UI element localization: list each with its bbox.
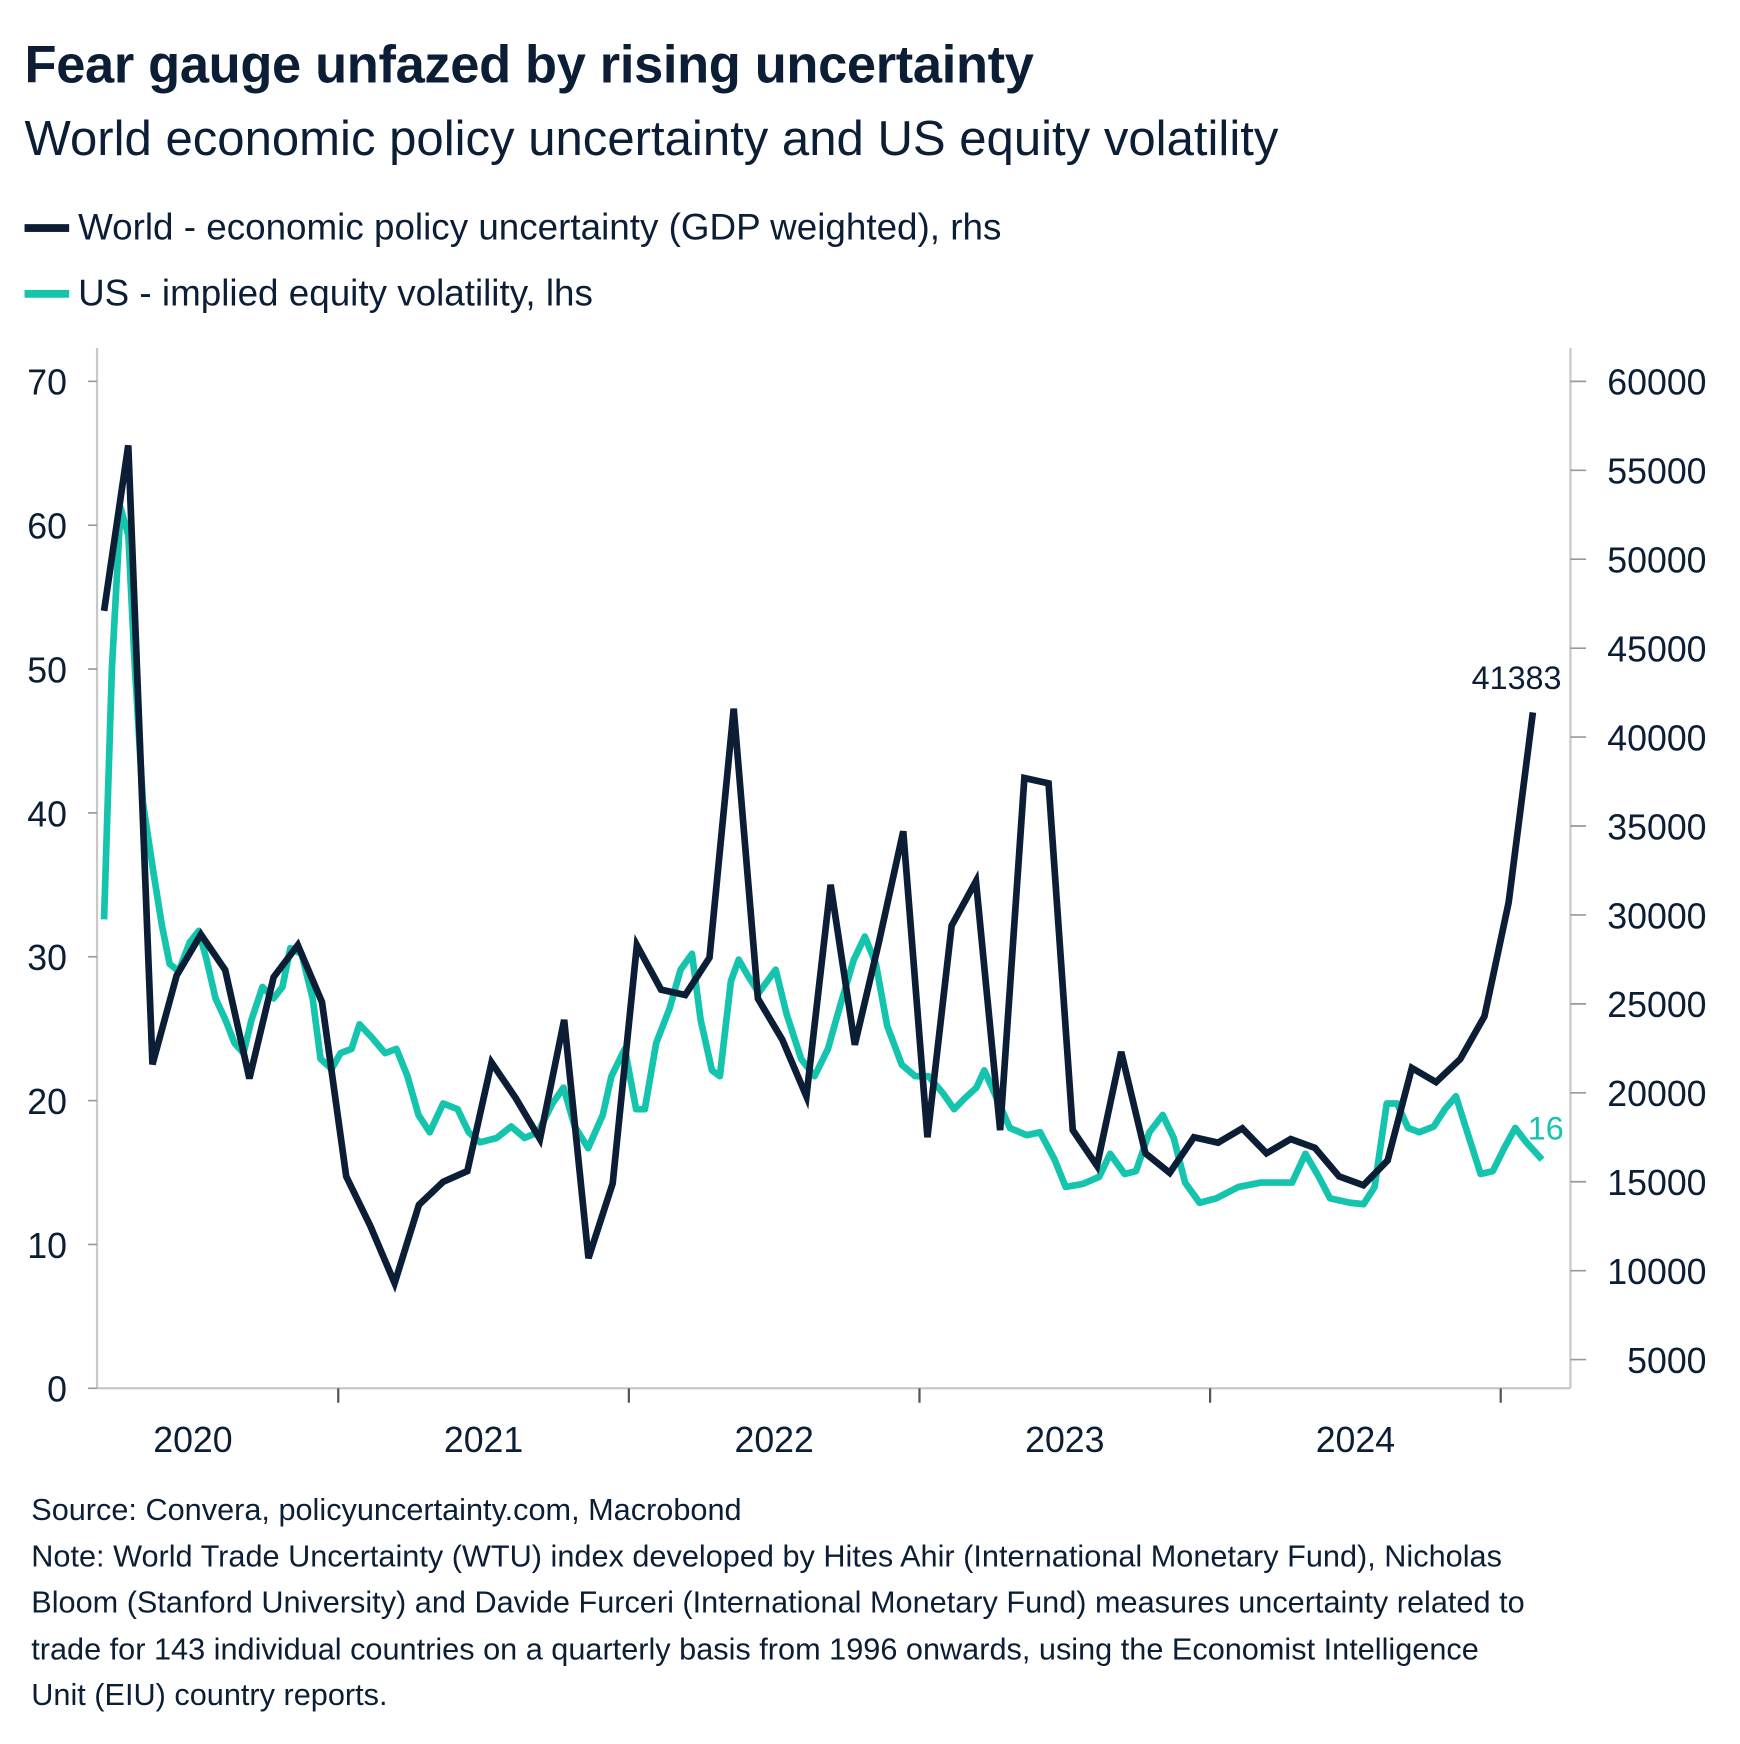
right-tick-label: 35000 — [1607, 807, 1706, 847]
chart-plot: 0 10 20 30 40 50 60 70 5000 10000 15000 20000 25000 3… — [27, 347, 1707, 1460]
right-tick-label: 15000 — [1607, 1163, 1706, 1203]
source-text: Source: Convera, policyuncertainty.com, … — [31, 1492, 742, 1527]
right-tick-label: 50000 — [1607, 541, 1706, 581]
right-tick-label: 10000 — [1607, 1252, 1706, 1292]
note-line: Bloom (Stanford University) and Davide F… — [31, 1584, 1525, 1620]
legend-item-world: World - economic policy uncertainty (GDP… — [24, 206, 1002, 248]
x-tick-label: 2024 — [1316, 1420, 1395, 1460]
x-tick-label: 2022 — [734, 1420, 813, 1460]
right-tick-label: 40000 — [1607, 718, 1706, 758]
last-value-label-world: 41383 — [1472, 660, 1562, 696]
right-tick-label: 60000 — [1607, 363, 1706, 403]
legend-label-world: World - economic policy uncertainty (GDP… — [78, 206, 1002, 248]
right-tick-label: 25000 — [1607, 985, 1706, 1025]
left-tick-label: 10 — [27, 1226, 67, 1266]
last-value-label-us: 16 — [1528, 1111, 1564, 1147]
legend-label-us: US - implied equity volatility, lhs — [78, 272, 593, 314]
note-line: trade for 143 individual countries on a … — [31, 1630, 1479, 1666]
legend-swatch-world — [24, 223, 70, 232]
right-tick-label: 5000 — [1627, 1341, 1706, 1381]
left-tick-label: 60 — [27, 507, 67, 547]
legend-swatch-us — [24, 289, 70, 298]
left-tick-label: 0 — [47, 1370, 67, 1410]
chart-footer: Source: Convera, policyuncertainty.com, … — [31, 1486, 1726, 1717]
right-tick-label: 45000 — [1607, 630, 1706, 670]
left-tick-label: 70 — [27, 363, 67, 403]
right-tick-label: 30000 — [1607, 896, 1706, 936]
world-epu-line — [100, 444, 1537, 1293]
chart-title: Fear gauge unfazed by rising uncertainty — [24, 34, 1034, 94]
chart-subtitle: World economic policy uncertainty and US… — [24, 111, 1279, 167]
x-tick-label: 2023 — [1025, 1420, 1104, 1460]
x-tick-label: 2021 — [444, 1420, 523, 1460]
x-tick-label: 2020 — [153, 1420, 232, 1460]
note-line: Unit (EIU) country reports. — [31, 1677, 388, 1712]
right-tick-label: 20000 — [1607, 1074, 1706, 1114]
right-tick-label: 55000 — [1607, 452, 1706, 492]
left-tick-label: 50 — [27, 650, 67, 690]
left-tick-label: 20 — [27, 1082, 67, 1122]
legend-item-us: US - implied equity volatility, lhs — [24, 272, 593, 314]
note-line: Note: World Trade Uncertainty (WTU) inde… — [31, 1538, 1502, 1573]
us-volatility-line — [100, 504, 1545, 1208]
left-tick-label: 40 — [27, 794, 67, 834]
left-tick-label: 30 — [27, 938, 67, 978]
